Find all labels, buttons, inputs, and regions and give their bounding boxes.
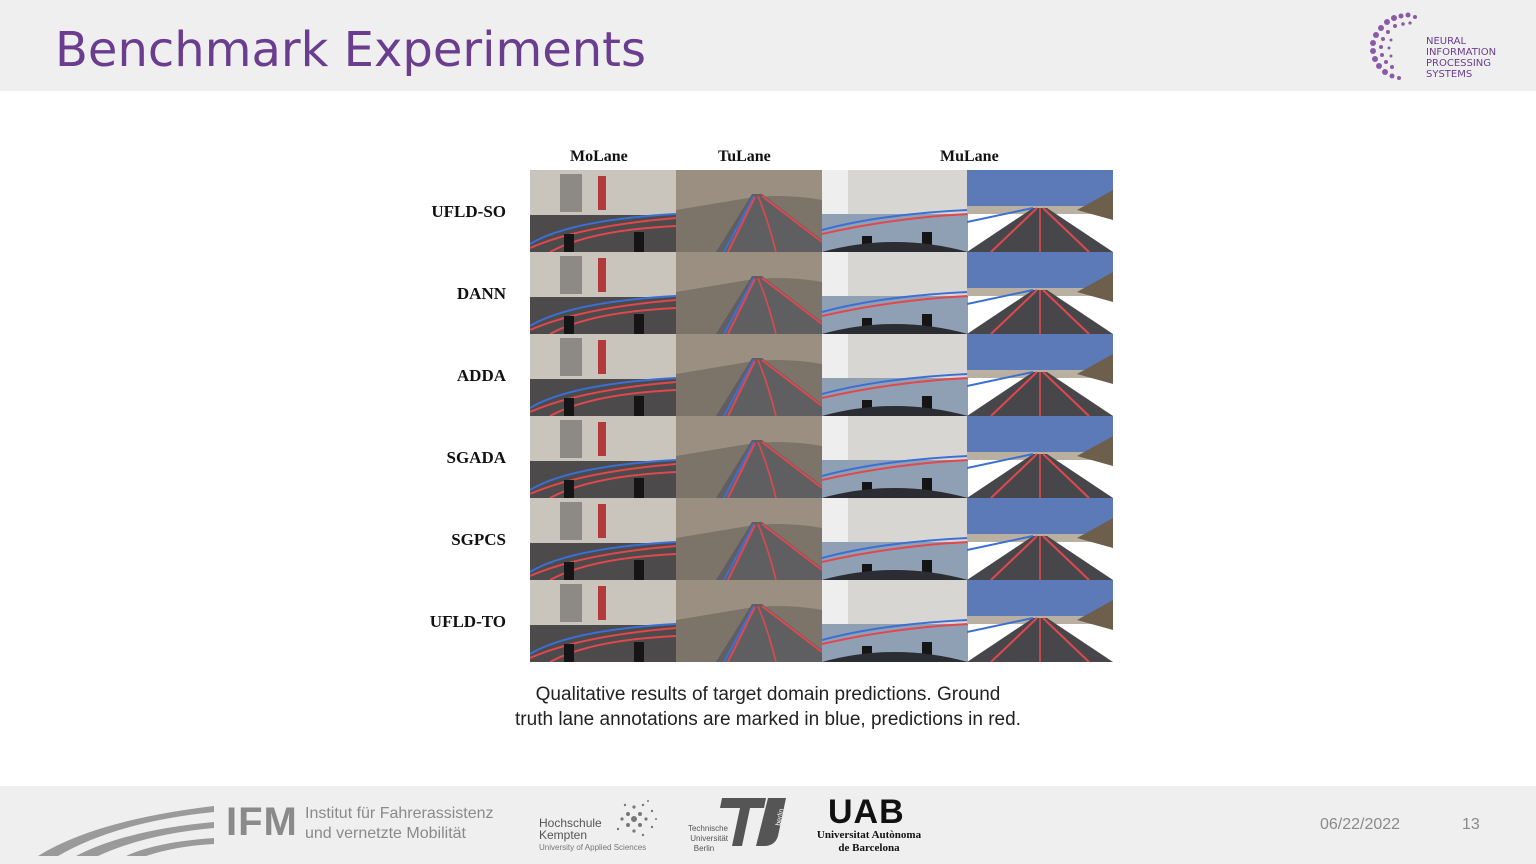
slide-page-number: 13: [1462, 816, 1480, 833]
ifm-name-line1: Institut für Fahrerassistenz: [305, 805, 494, 822]
result-tile-r2-c4: [967, 252, 1113, 334]
tu-berlin-name: Technische Universität Berlin: [680, 824, 728, 854]
result-tile-r3-c1: [530, 334, 676, 416]
tu-line2: Universität: [690, 834, 728, 843]
row-label-sgpcs: SGPCS: [451, 530, 506, 549]
hk-line1: Hochschule: [539, 816, 602, 830]
hochschule-kempten-name: Hochschule Kempten: [539, 817, 602, 841]
row-label-adda: ADDA: [456, 366, 506, 385]
column-header-tulane: TuLane: [718, 148, 771, 165]
uab-name: Universitat Autònoma de Barcelona: [806, 829, 932, 855]
result-tile-r3-c2: [676, 334, 822, 416]
caption-line-1: Qualitative results of target domain pre…: [535, 684, 1001, 705]
hochschule-kempten-sub: University of Applied Sciences: [539, 843, 647, 852]
result-tile-r4-c2: [676, 416, 822, 498]
result-tile-r2-c1: [530, 252, 676, 334]
ifm-road-logo: [38, 806, 214, 856]
result-tile-r1-c1: [530, 170, 676, 252]
row-label-ufld-to: UFLD-TO: [429, 612, 506, 631]
row-label-sgada: SGADA: [446, 448, 506, 467]
result-tile-r1-c2: [676, 170, 822, 252]
neurips-line1: NEURAL INFORMATION: [1426, 36, 1497, 58]
hk-line2: Kempten: [539, 828, 588, 842]
tu-vertical-text: berlin: [775, 808, 785, 826]
row-label-ufld-so: UFLD-SO: [431, 202, 506, 221]
result-tile-r6-c3: [822, 580, 968, 662]
result-tile-r4-c3: [822, 416, 968, 498]
tu-berlin-logo: berlin: [720, 798, 786, 846]
result-tile-r6-c1: [530, 580, 676, 662]
slide-title: Benchmark Experiments: [55, 22, 646, 78]
ifm-name: Institut für Fahrerassistenz und vernetz…: [305, 804, 494, 844]
slide-header: [0, 0, 1536, 91]
uab-line1: Universitat Autònoma: [816, 829, 922, 841]
column-header-molane: MoLane: [570, 148, 628, 165]
result-tile-r5-c3: [822, 498, 968, 580]
result-tile-r1-c4: [967, 170, 1113, 252]
slide-date: 06/22/2022: [1320, 816, 1401, 833]
ifm-acronym: IFM: [226, 800, 298, 844]
tu-line3: Berlin: [693, 844, 715, 853]
result-tile-r3-c3: [822, 334, 968, 416]
result-tile-r4-c1: [530, 416, 676, 498]
result-tile-r5-c2: [676, 498, 822, 580]
row-label-dann: DANN: [456, 284, 506, 303]
hochschule-kempten-logo: [616, 800, 657, 837]
result-tile-r2-c3: [822, 252, 968, 334]
uab-line2: de Barcelona: [838, 842, 900, 854]
result-tile-r4-c4: [967, 416, 1113, 498]
result-tile-r1-c3: [822, 170, 968, 252]
neurips-logo-text: NEURAL INFORMATION PROCESSING SYSTEMS: [1426, 36, 1536, 80]
tu-line1: Technische: [687, 824, 728, 833]
ifm-name-line2: und vernetzte Mobilität: [305, 825, 466, 842]
caption-line-2: truth lane annotations are marked in blu…: [515, 709, 1021, 730]
result-tile-r3-c4: [967, 334, 1113, 416]
qualitative-results-grid: [530, 170, 1113, 662]
uab-logo: UAB: [828, 793, 905, 831]
column-header-mulane: MuLane: [940, 148, 999, 165]
neurips-line2: PROCESSING SYSTEMS: [1426, 58, 1492, 80]
result-tile-r5-c4: [967, 498, 1113, 580]
result-tile-r2-c2: [676, 252, 822, 334]
figure-caption: Qualitative results of target domain pre…: [440, 682, 1096, 732]
result-tile-r5-c1: [530, 498, 676, 580]
result-tile-r6-c4: [967, 580, 1113, 662]
result-tile-r6-c2: [676, 580, 822, 662]
neurips-logo: [1370, 12, 1417, 80]
